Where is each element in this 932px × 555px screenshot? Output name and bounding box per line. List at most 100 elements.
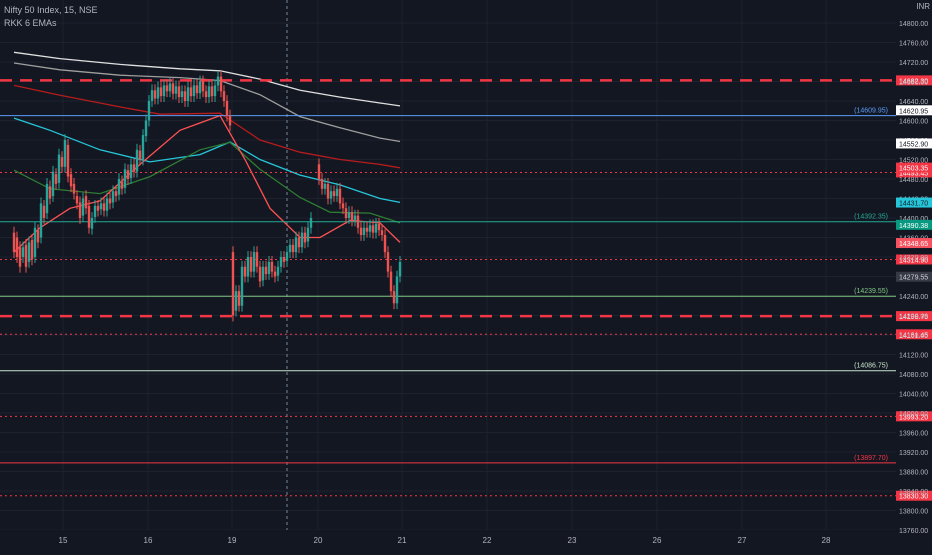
candle-body — [297, 237, 301, 248]
candle-body — [33, 227, 37, 257]
ema-red-line — [13, 114, 401, 253]
candle-body — [380, 230, 384, 236]
price-tick-label: 13760.00 — [899, 528, 928, 535]
candle-body — [180, 91, 184, 98]
candle-body — [198, 81, 202, 94]
candle-body — [359, 227, 363, 236]
price-tick-label: 14760.00 — [899, 41, 928, 48]
price-tick-label: 13880.00 — [899, 470, 928, 477]
candle-body — [96, 205, 100, 211]
time-tick-label: 23 — [568, 536, 577, 545]
candle-body — [332, 191, 336, 197]
time-tick-label: 28 — [822, 536, 831, 545]
candle-body — [66, 144, 70, 177]
price-tick-label: 13800.00 — [899, 509, 928, 516]
level-price-text: 14161.45 — [899, 332, 928, 339]
candle-body — [392, 291, 396, 304]
candle-body — [189, 87, 193, 97]
candle-body — [105, 198, 109, 211]
candle-body — [135, 149, 139, 172]
indicator-title[interactable]: RKK 6 EMAs — [4, 18, 57, 28]
candle-body — [51, 171, 55, 197]
level-price-label: (13897.70) — [854, 455, 888, 462]
value-badge-text: 14390.38 — [899, 223, 928, 230]
candle-body — [120, 181, 124, 189]
price-tick-label: 14160.00 — [899, 333, 928, 340]
candle-body — [126, 170, 130, 179]
candle-body — [171, 83, 175, 94]
ema-white-line — [13, 51, 401, 107]
candle-body — [350, 212, 354, 221]
candle-body — [186, 87, 190, 101]
price-chart[interactable]: (14609.95) (14392.35) (14239.55) (14086.75)… — [0, 0, 896, 531]
level-price-label: (14239.55) — [854, 288, 888, 295]
price-axis[interactable]: 14682.30 14493.45 14314.90 14198.75 14161.45… — [896, 0, 932, 550]
candle-body — [225, 101, 229, 116]
time-tick-label: 20 — [314, 536, 323, 545]
candle-body — [117, 179, 121, 195]
chart-legend: Nifty 50 Index, 15, NSE RKK 6 EMAs — [4, 4, 98, 30]
candle-body — [389, 271, 393, 292]
price-tick-label: 14600.00 — [899, 119, 928, 126]
price-tick-label: 14200.00 — [899, 314, 928, 321]
candle-body — [90, 218, 94, 229]
candle-body — [288, 244, 292, 253]
candle-body — [371, 225, 375, 233]
candle-body — [294, 237, 298, 253]
candle-body — [264, 266, 268, 275]
price-tick-label: 14720.00 — [899, 60, 928, 67]
candle-body — [81, 198, 85, 216]
candle-body — [153, 90, 157, 99]
candle-body — [255, 252, 259, 267]
candle-body — [192, 85, 196, 97]
candle-body — [150, 90, 154, 101]
time-tick-label: 15 — [59, 536, 68, 545]
price-tick-label: 14520.00 — [899, 158, 928, 165]
level-price-text: 14493.45 — [899, 170, 928, 177]
value-badge — [896, 105, 932, 116]
symbol-title[interactable]: Nifty 50 Index, 15, NSE — [4, 5, 98, 15]
chart-pane[interactable]: (14609.95) (14392.35) (14239.55) (14086.75)… — [0, 0, 896, 531]
candle-body — [300, 232, 304, 248]
candle-body — [111, 191, 115, 203]
level-price-badge — [896, 490, 932, 501]
time-tick-label: 26 — [653, 536, 662, 545]
candle-body — [279, 257, 283, 267]
candle-body — [213, 85, 217, 97]
candle-body — [249, 257, 253, 272]
candle-body — [368, 225, 372, 232]
candle-body — [123, 169, 127, 188]
level-price-badge — [896, 329, 932, 340]
price-scale[interactable]: 14682.30 14493.45 14314.90 14198.75 14161.45… — [896, 0, 932, 550]
value-badge-text: 14431.70 — [899, 201, 928, 208]
candle-body — [156, 87, 160, 99]
candle-body — [12, 232, 16, 253]
time-tick-label: 27 — [738, 536, 747, 545]
time-scale[interactable]: 15 16 19 20 21 22 23 26 27 28 — [0, 530, 896, 550]
candle-body — [60, 157, 64, 167]
time-axis[interactable]: 15 16 19 20 21 22 23 26 27 28 — [0, 530, 896, 550]
candle-body — [285, 252, 289, 261]
time-tick-label: 22 — [483, 536, 492, 545]
candle-body — [261, 266, 265, 281]
candle-body — [303, 232, 307, 243]
level-price-badge — [896, 411, 932, 422]
value-badge — [896, 162, 932, 173]
time-tick-label: 19 — [228, 536, 237, 545]
candle-body — [84, 196, 88, 209]
candle-body — [210, 86, 214, 97]
candle-body — [201, 81, 205, 92]
candle-body — [344, 208, 348, 218]
candle-body — [18, 247, 22, 267]
price-tick-label: 14240.00 — [899, 294, 928, 301]
price-tick-label: 14000.00 — [899, 411, 928, 418]
value-badge — [896, 138, 932, 149]
candle-body — [398, 261, 402, 277]
candle-body — [132, 164, 136, 172]
candle-body — [216, 76, 220, 86]
time-tick-label: 16 — [144, 536, 153, 545]
candle-body — [162, 85, 166, 97]
candle-body — [138, 150, 142, 160]
candle-body — [141, 135, 145, 160]
candle-body — [341, 203, 345, 209]
